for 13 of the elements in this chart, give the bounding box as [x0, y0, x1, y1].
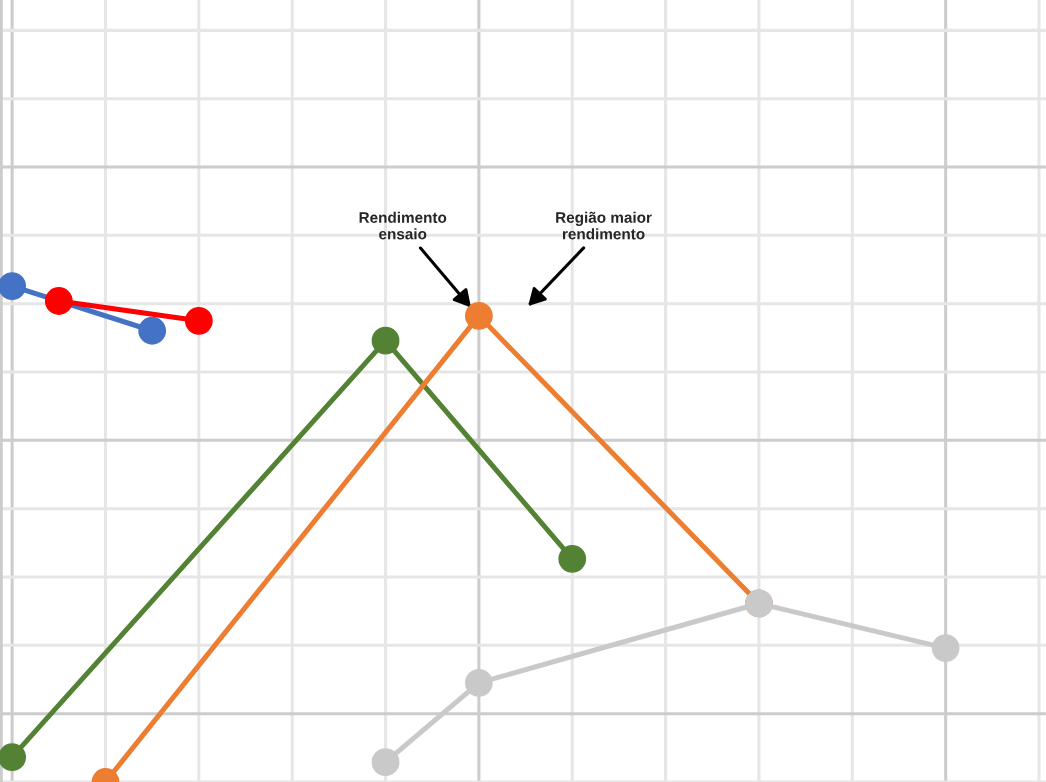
text: Região maior rendimento [556, 211, 652, 240]
point [138, 316, 167, 345]
point [184, 306, 213, 335]
text: Rendimento ensaio [359, 211, 447, 240]
point [0, 743, 27, 772]
point [465, 301, 493, 330]
point [0, 272, 27, 301]
point [44, 287, 73, 315]
point [465, 668, 493, 697]
point [931, 634, 960, 663]
point [371, 748, 400, 777]
point [558, 544, 587, 573]
point [371, 326, 400, 355]
